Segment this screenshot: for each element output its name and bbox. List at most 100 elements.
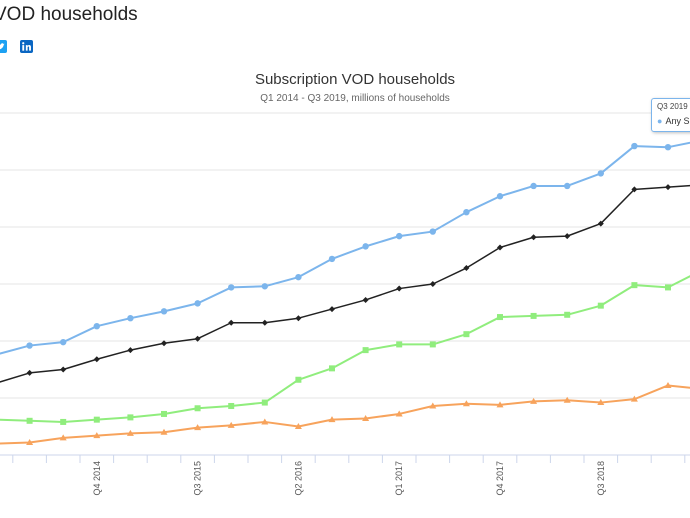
data-point bbox=[194, 300, 201, 307]
data-point bbox=[362, 415, 370, 422]
data-point bbox=[295, 376, 302, 383]
tooltip: Q3 2019 ● Any S bbox=[651, 98, 690, 132]
data-point bbox=[127, 414, 134, 421]
series-1 bbox=[0, 141, 690, 355]
data-point bbox=[396, 232, 403, 240]
x-tick-label: Q3 2015 bbox=[193, 461, 203, 496]
data-point bbox=[395, 410, 403, 417]
data-point bbox=[60, 338, 67, 346]
data-point bbox=[93, 416, 100, 423]
data-point bbox=[194, 424, 202, 431]
data-point bbox=[462, 400, 470, 407]
data-point bbox=[530, 234, 537, 241]
data-point bbox=[530, 312, 537, 319]
grid bbox=[0, 112, 690, 456]
series-4 bbox=[0, 381, 690, 445]
data-point bbox=[93, 356, 100, 363]
data-point bbox=[60, 418, 67, 425]
data-point bbox=[530, 397, 538, 404]
data-point bbox=[362, 296, 369, 303]
data-point bbox=[496, 193, 504, 200]
data-point bbox=[362, 243, 369, 250]
data-point bbox=[328, 255, 336, 263]
data-point bbox=[463, 265, 470, 272]
data-point bbox=[160, 308, 168, 315]
data-point bbox=[396, 285, 403, 292]
data-point bbox=[295, 273, 302, 281]
data-point bbox=[329, 365, 335, 372]
data-point bbox=[295, 315, 302, 322]
data-point bbox=[463, 331, 470, 338]
x-tick-label: Q1 2017 bbox=[394, 461, 404, 496]
chart-title: Subscription VOD households bbox=[254, 71, 456, 88]
series-line bbox=[0, 384, 690, 445]
data-point bbox=[60, 366, 67, 373]
chart-subtitle: Q1 2014 - Q3 2019, millions of household… bbox=[260, 93, 450, 104]
data-point bbox=[161, 410, 167, 417]
data-point bbox=[664, 144, 672, 151]
data-point bbox=[564, 233, 571, 240]
data-point bbox=[228, 284, 235, 291]
data-point bbox=[497, 244, 503, 251]
data-point bbox=[59, 434, 67, 441]
data-point bbox=[328, 416, 336, 423]
data-point bbox=[564, 182, 571, 190]
data-point bbox=[228, 319, 235, 326]
data-point bbox=[228, 402, 235, 409]
data-point bbox=[664, 381, 672, 388]
x-axis: Q4 2014 Q3 2015 Q2 2016 Q1 2017 Q4 2017 Q3 20… bbox=[12, 455, 686, 496]
data-point bbox=[665, 184, 671, 191]
data-point bbox=[597, 220, 604, 227]
data-point bbox=[597, 170, 604, 177]
data-point bbox=[127, 315, 134, 322]
data-point bbox=[563, 396, 571, 403]
data-point bbox=[631, 186, 638, 193]
data-point bbox=[630, 395, 638, 402]
data-point bbox=[530, 182, 537, 190]
data-point bbox=[396, 341, 403, 348]
data-point bbox=[429, 228, 436, 235]
series-line bbox=[0, 141, 690, 355]
data-point bbox=[161, 340, 167, 347]
data-point bbox=[26, 438, 34, 445]
series-3 bbox=[0, 275, 690, 425]
data-point bbox=[26, 369, 33, 376]
x-tick-label: Q4 2017 bbox=[495, 461, 505, 496]
series-2 bbox=[0, 184, 690, 383]
data-point bbox=[631, 142, 638, 150]
data-point bbox=[429, 402, 437, 409]
tooltip-header: Q3 2019 bbox=[657, 102, 688, 111]
data-point bbox=[597, 399, 605, 406]
data-point bbox=[127, 347, 134, 354]
data-point bbox=[429, 341, 436, 348]
data-point bbox=[496, 401, 504, 408]
data-point bbox=[261, 399, 268, 406]
tooltip-series-label: Any S bbox=[665, 116, 690, 126]
data-point bbox=[26, 417, 33, 424]
data-point bbox=[497, 314, 503, 321]
data-point bbox=[93, 432, 101, 439]
data-point bbox=[631, 282, 638, 289]
data-point bbox=[261, 319, 268, 326]
data-point bbox=[227, 421, 235, 428]
series-line bbox=[0, 184, 690, 383]
data-point bbox=[665, 284, 671, 291]
data-point bbox=[294, 423, 302, 429]
data-point bbox=[463, 208, 470, 216]
data-point bbox=[126, 429, 134, 436]
tooltip-row: ● Any S bbox=[657, 116, 689, 126]
data-point bbox=[329, 306, 335, 313]
data-point bbox=[26, 342, 33, 349]
linkedin-icon[interactable] bbox=[20, 40, 33, 53]
data-point bbox=[93, 322, 101, 330]
data-point bbox=[429, 281, 436, 287]
data-point bbox=[194, 405, 201, 412]
page-heading: VOD households bbox=[0, 4, 138, 25]
data-point bbox=[597, 302, 604, 309]
x-tick-label: Q4 2014 bbox=[92, 461, 102, 496]
twitter-icon[interactable] bbox=[0, 40, 7, 53]
data-point bbox=[261, 418, 269, 425]
x-tick-label: Q2 2016 bbox=[293, 461, 303, 496]
series-dot-icon: ● bbox=[657, 116, 663, 126]
